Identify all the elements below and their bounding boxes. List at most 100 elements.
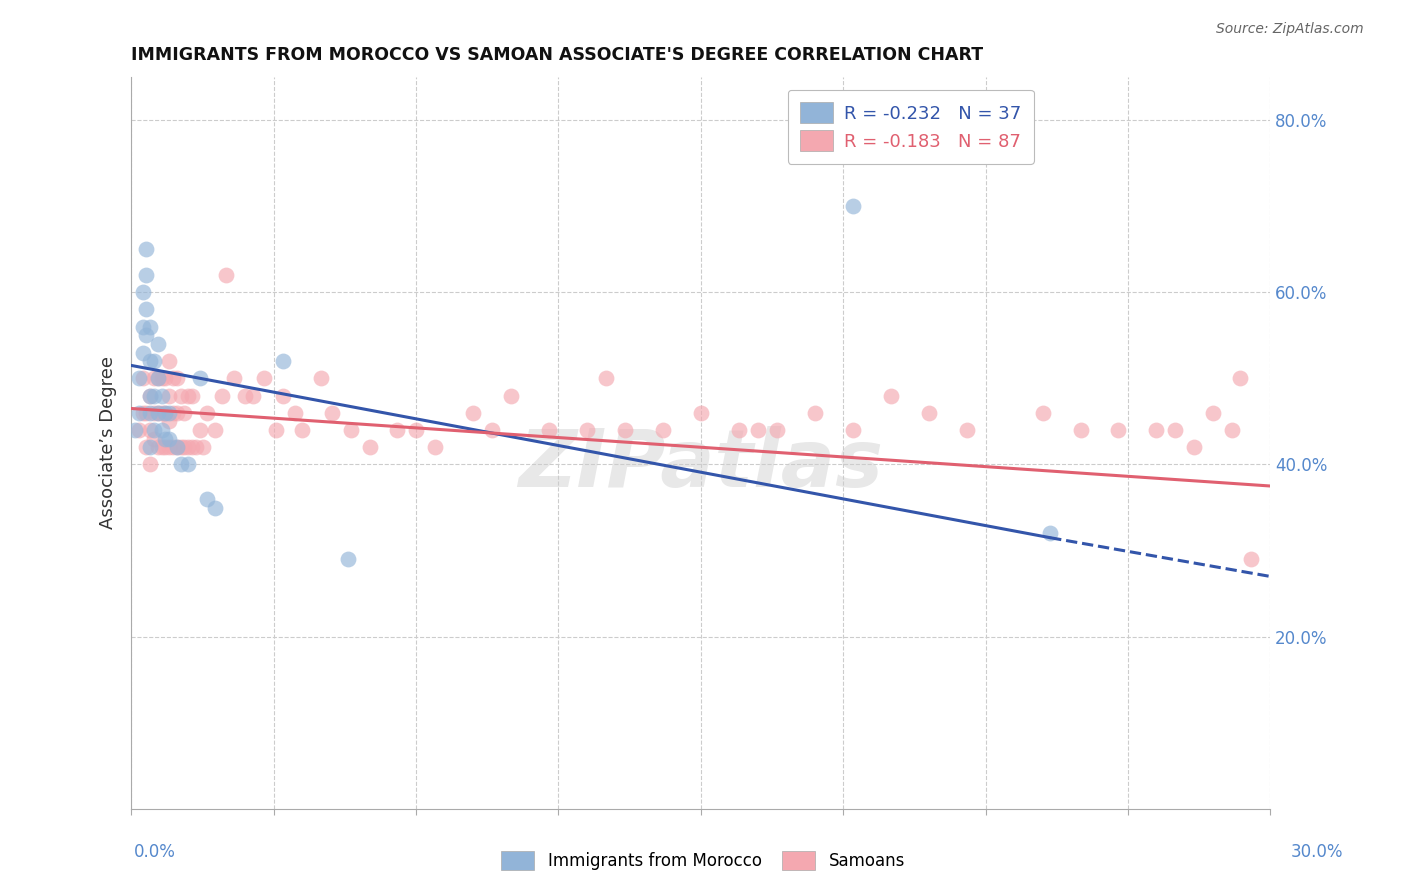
Point bbox=[233, 388, 256, 402]
Point bbox=[264, 423, 287, 437]
Point bbox=[139, 388, 162, 402]
Point bbox=[162, 406, 184, 420]
Point bbox=[195, 406, 218, 420]
Point bbox=[131, 285, 153, 300]
Point bbox=[139, 388, 162, 402]
Point bbox=[146, 440, 169, 454]
Point bbox=[135, 440, 157, 454]
Point bbox=[1031, 406, 1053, 420]
Point bbox=[1070, 423, 1092, 437]
Point bbox=[128, 371, 150, 385]
Point bbox=[157, 440, 180, 454]
Point bbox=[135, 406, 157, 420]
Point bbox=[242, 388, 264, 402]
Text: Source: ZipAtlas.com: Source: ZipAtlas.com bbox=[1216, 22, 1364, 37]
Point bbox=[461, 406, 484, 420]
Point bbox=[651, 423, 673, 437]
Point bbox=[321, 406, 343, 420]
Point bbox=[271, 388, 294, 402]
Point bbox=[1184, 440, 1206, 454]
Point bbox=[146, 406, 169, 420]
Point bbox=[803, 406, 825, 420]
Point bbox=[173, 406, 195, 420]
Point bbox=[385, 423, 408, 437]
Point bbox=[143, 406, 166, 420]
Y-axis label: Associate’s Degree: Associate’s Degree bbox=[100, 357, 117, 530]
Point bbox=[157, 432, 180, 446]
Point bbox=[139, 440, 162, 454]
Point bbox=[173, 440, 195, 454]
Point bbox=[1240, 552, 1263, 566]
Point bbox=[309, 371, 332, 385]
Point bbox=[169, 458, 191, 472]
Point bbox=[155, 432, 177, 446]
Point bbox=[150, 406, 173, 420]
Point bbox=[177, 458, 200, 472]
Point bbox=[253, 371, 276, 385]
Point bbox=[841, 199, 863, 213]
Point bbox=[143, 388, 166, 402]
Point bbox=[537, 423, 560, 437]
Point bbox=[613, 423, 636, 437]
Point bbox=[131, 345, 153, 359]
Point bbox=[143, 371, 166, 385]
Point bbox=[841, 423, 863, 437]
Point bbox=[166, 371, 188, 385]
Point bbox=[143, 354, 166, 368]
Point bbox=[162, 371, 184, 385]
Point bbox=[128, 423, 150, 437]
Text: 0.0%: 0.0% bbox=[134, 843, 176, 861]
Point bbox=[155, 406, 177, 420]
Text: 30.0%: 30.0% bbox=[1291, 843, 1343, 861]
Point bbox=[283, 406, 305, 420]
Point bbox=[184, 440, 207, 454]
Point bbox=[143, 432, 166, 446]
Point bbox=[575, 423, 598, 437]
Point bbox=[131, 371, 153, 385]
Point bbox=[1146, 423, 1168, 437]
Point bbox=[135, 242, 157, 256]
Legend: R = -0.232   N = 37, R = -0.183   N = 87: R = -0.232 N = 37, R = -0.183 N = 87 bbox=[787, 89, 1033, 164]
Point bbox=[150, 423, 173, 437]
Point bbox=[150, 440, 173, 454]
Point bbox=[1108, 423, 1130, 437]
Point bbox=[135, 328, 157, 343]
Point bbox=[204, 500, 226, 515]
Point bbox=[1229, 371, 1251, 385]
Point bbox=[340, 423, 363, 437]
Point bbox=[211, 388, 233, 402]
Point bbox=[291, 423, 314, 437]
Point bbox=[166, 440, 188, 454]
Point bbox=[595, 371, 617, 385]
Point bbox=[271, 354, 294, 368]
Point bbox=[139, 406, 162, 420]
Point bbox=[135, 302, 157, 317]
Point bbox=[146, 337, 169, 351]
Point bbox=[150, 371, 173, 385]
Point bbox=[765, 423, 787, 437]
Point bbox=[499, 388, 522, 402]
Point bbox=[150, 388, 173, 402]
Text: ZIPatlas: ZIPatlas bbox=[519, 425, 883, 504]
Point bbox=[188, 423, 211, 437]
Point bbox=[157, 388, 180, 402]
Point bbox=[1164, 423, 1187, 437]
Point bbox=[155, 440, 177, 454]
Point bbox=[1222, 423, 1244, 437]
Point bbox=[188, 371, 211, 385]
Point bbox=[139, 319, 162, 334]
Point bbox=[131, 319, 153, 334]
Point bbox=[1039, 526, 1062, 541]
Point bbox=[157, 406, 180, 420]
Point bbox=[139, 354, 162, 368]
Point bbox=[1202, 406, 1225, 420]
Text: IMMIGRANTS FROM MOROCCO VS SAMOAN ASSOCIATE'S DEGREE CORRELATION CHART: IMMIGRANTS FROM MOROCCO VS SAMOAN ASSOCI… bbox=[131, 46, 983, 64]
Point bbox=[146, 371, 169, 385]
Point bbox=[481, 423, 503, 437]
Point bbox=[879, 388, 901, 402]
Point bbox=[157, 414, 180, 428]
Point bbox=[169, 388, 191, 402]
Point bbox=[124, 423, 146, 437]
Point bbox=[143, 423, 166, 437]
Point bbox=[689, 406, 711, 420]
